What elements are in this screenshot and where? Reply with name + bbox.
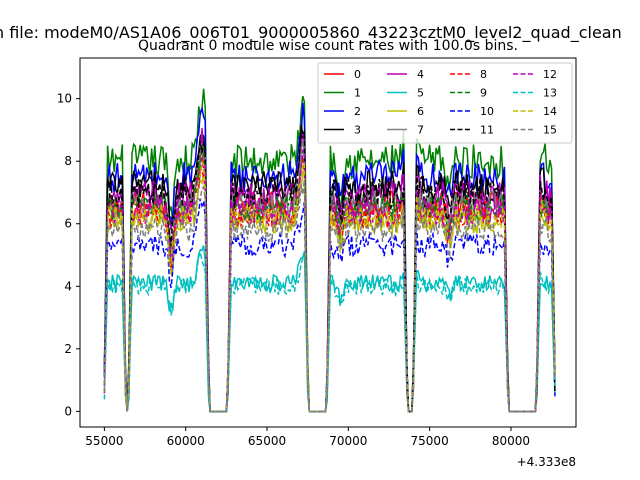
- legend-label: 10: [480, 105, 494, 118]
- plot-area-frame: [79, 57, 577, 428]
- suptitle: n file: modeM0/AS1A06_006T01_9000005860_…: [0, 23, 622, 43]
- series-line-11: [103, 133, 556, 413]
- x-tick-label: 60000: [167, 434, 205, 448]
- legend-label: 1: [354, 87, 361, 100]
- x-axis: 55000 60000 65000 70000 75000 80000: [85, 427, 530, 448]
- legend-label: 12: [543, 68, 557, 81]
- legend-label: 4: [417, 68, 424, 81]
- y-tick-label: 8: [64, 154, 72, 168]
- chart-title: Quadrant 0 module wise count rates with …: [138, 38, 518, 54]
- x-tick-label: 70000: [329, 434, 367, 448]
- legend-label: 0: [354, 68, 361, 81]
- y-tick-label: 4: [64, 279, 72, 293]
- legend-label: 13: [543, 87, 557, 100]
- y-tick-label: 6: [64, 217, 72, 231]
- legend-label: 3: [354, 124, 361, 137]
- series-line-15: [103, 179, 556, 413]
- x-offset-label: +4.333e8: [517, 455, 576, 469]
- legend-label: 14: [543, 105, 557, 118]
- legend-label: 7: [417, 124, 424, 137]
- legend-label: 11: [480, 124, 494, 137]
- legend-label: 9: [480, 87, 487, 100]
- x-tick-label: 80000: [492, 434, 530, 448]
- x-tick-label: 65000: [248, 434, 286, 448]
- legend-label: 5: [417, 87, 424, 100]
- series-lines: [103, 88, 556, 413]
- x-tick-label: 75000: [411, 434, 449, 448]
- legend-label: 8: [480, 68, 487, 81]
- legend-label: 15: [543, 124, 557, 137]
- y-tick-label: 2: [64, 342, 72, 356]
- y-axis: 0 2 4 6 8 10: [57, 92, 80, 418]
- legend-label: 6: [417, 105, 424, 118]
- y-tick-label: 10: [57, 92, 72, 106]
- legend-label: 2: [354, 105, 361, 118]
- y-tick-label: 0: [64, 404, 72, 418]
- legend-box: [317, 62, 573, 144]
- x-tick-label: 55000: [85, 434, 123, 448]
